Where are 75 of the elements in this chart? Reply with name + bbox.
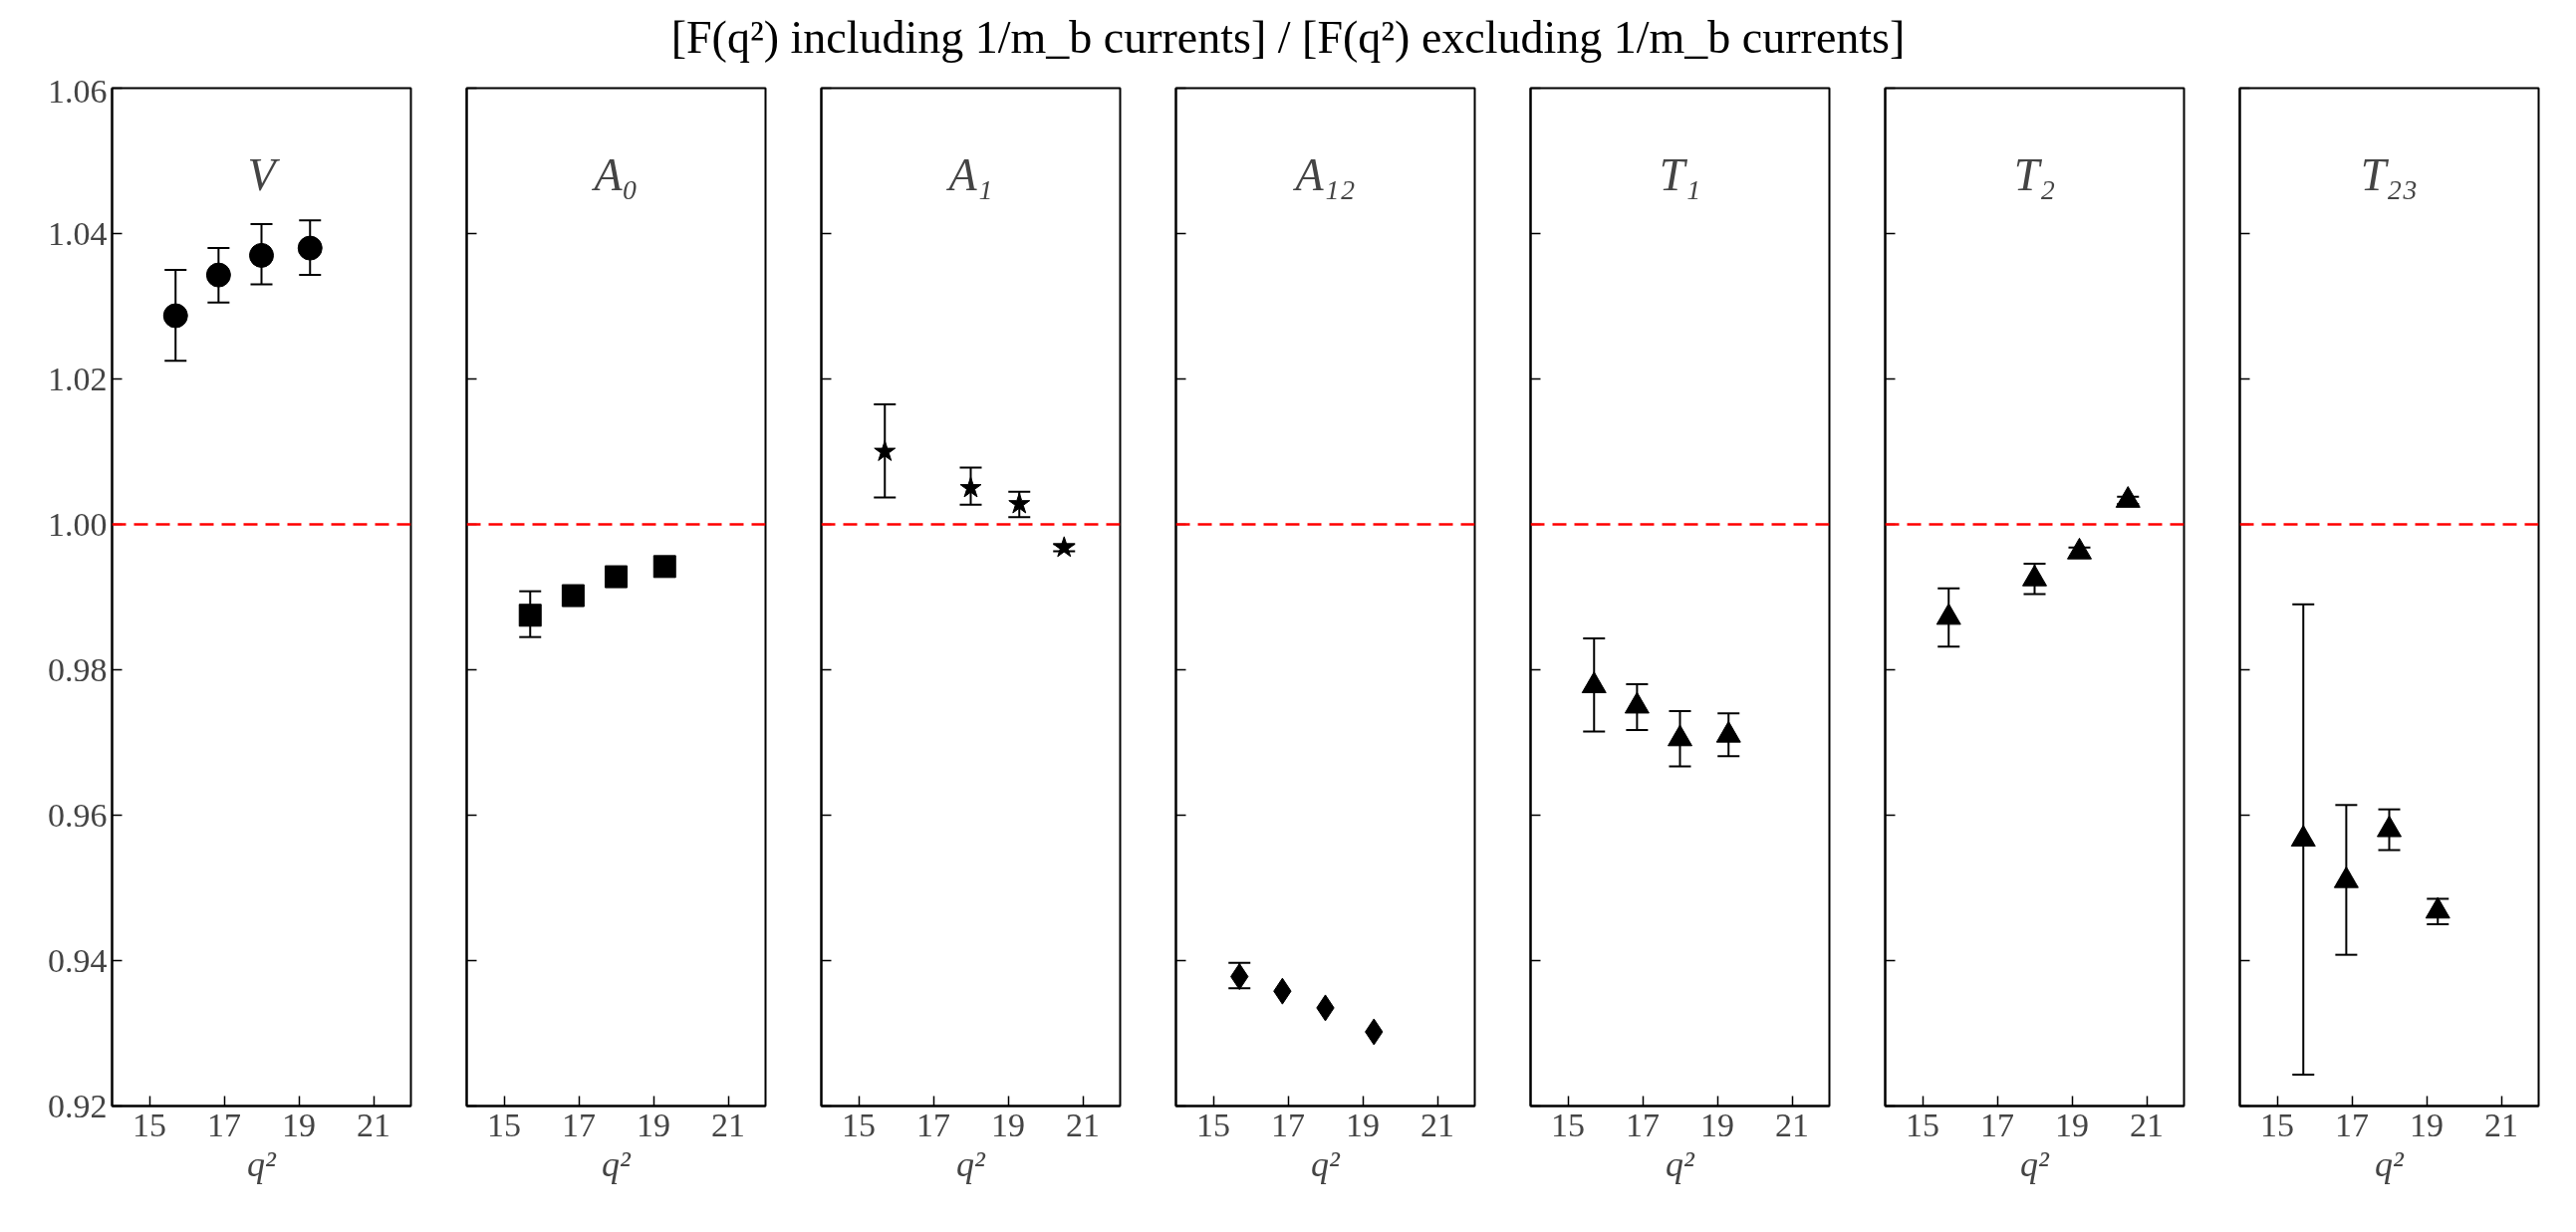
point [162,303,188,329]
point [874,440,897,461]
x-tick-label: 21 [1066,1106,1100,1143]
x-tick-label: 17 [1626,1106,1660,1143]
x-tick-label: 19 [2055,1106,2089,1143]
point [2377,815,2402,838]
point [1624,691,1650,714]
point [2115,486,2141,508]
annotation: T₂₃ [2360,148,2419,200]
x-tick-label: 21 [357,1106,390,1143]
annotation: A₁ [945,148,993,200]
point [1008,492,1031,514]
x-tick-label: 19 [2410,1106,2444,1143]
point [2425,896,2450,919]
point [518,604,542,627]
x-axis-title: q² [2020,1143,2051,1184]
point [205,262,231,288]
x-tick-label: 17 [1271,1106,1305,1143]
x-axis-title: q² [1311,1143,1342,1184]
y-tick-label: 0.94 [48,941,108,979]
x-tick-label: 17 [207,1106,241,1143]
x-tick-label: 17 [2335,1106,2369,1143]
x-tick-label: 21 [2484,1106,2518,1143]
x-tick-label: 19 [282,1106,316,1143]
x-axis-title: q² [956,1143,987,1184]
point [249,242,274,268]
y-tick-label: 1.06 [48,72,108,110]
x-axis-title: q² [602,1143,633,1184]
x-tick-label: 15 [2260,1106,2294,1143]
x-tick-label: 15 [1906,1106,1939,1143]
point [605,565,628,589]
x-tick-label: 17 [1980,1106,2014,1143]
annotation: V [247,148,281,200]
point [2333,865,2359,888]
x-tick-label: 15 [132,1106,166,1143]
x-tick-label: 15 [1196,1106,1230,1143]
x-tick-label: 21 [1420,1106,1454,1143]
x-tick-label: 19 [637,1106,670,1143]
point [1053,536,1076,558]
point [959,476,982,498]
chart-title: [F(q²) including 1/m_b currents] / [F(q²) excluding 1/m_b currents] [670,11,1906,65]
x-tick-label: 21 [2130,1106,2164,1143]
x-tick-label: 19 [1346,1106,1380,1143]
x-tick-label: 19 [991,1106,1025,1143]
point [2022,564,2047,587]
x-axis-title: q² [247,1143,278,1184]
point [1935,603,1961,625]
x-tick-label: 15 [842,1106,876,1143]
point [1581,671,1607,693]
y-tick-label: 1.02 [48,360,108,397]
annotation: T₁ [1659,148,1701,200]
x-axis-title: q² [2375,1143,2406,1184]
x-tick-label: 15 [1551,1106,1585,1143]
y-tick-label: 0.92 [48,1087,108,1124]
x-tick-label: 21 [1775,1106,1809,1143]
point [2067,537,2092,560]
y-tick-label: 0.98 [48,650,108,688]
point [561,584,585,608]
x-tick-label: 15 [487,1106,521,1143]
annotation: A₀ [591,148,639,200]
x-axis-title: q² [1666,1143,1696,1184]
point [2290,825,2316,848]
y-tick-label: 1.00 [48,505,108,543]
y-tick-label: 0.96 [48,796,108,834]
point [297,235,323,261]
annotation: T₂ [2013,148,2056,200]
x-tick-label: 17 [562,1106,596,1143]
point [1668,724,1692,747]
annotation: A₁₂ [1292,148,1356,200]
x-tick-label: 21 [711,1106,745,1143]
point [1715,720,1741,743]
x-tick-label: 19 [1700,1106,1734,1143]
x-tick-label: 17 [916,1106,950,1143]
y-tick-label: 1.04 [48,214,108,252]
point [652,555,676,579]
